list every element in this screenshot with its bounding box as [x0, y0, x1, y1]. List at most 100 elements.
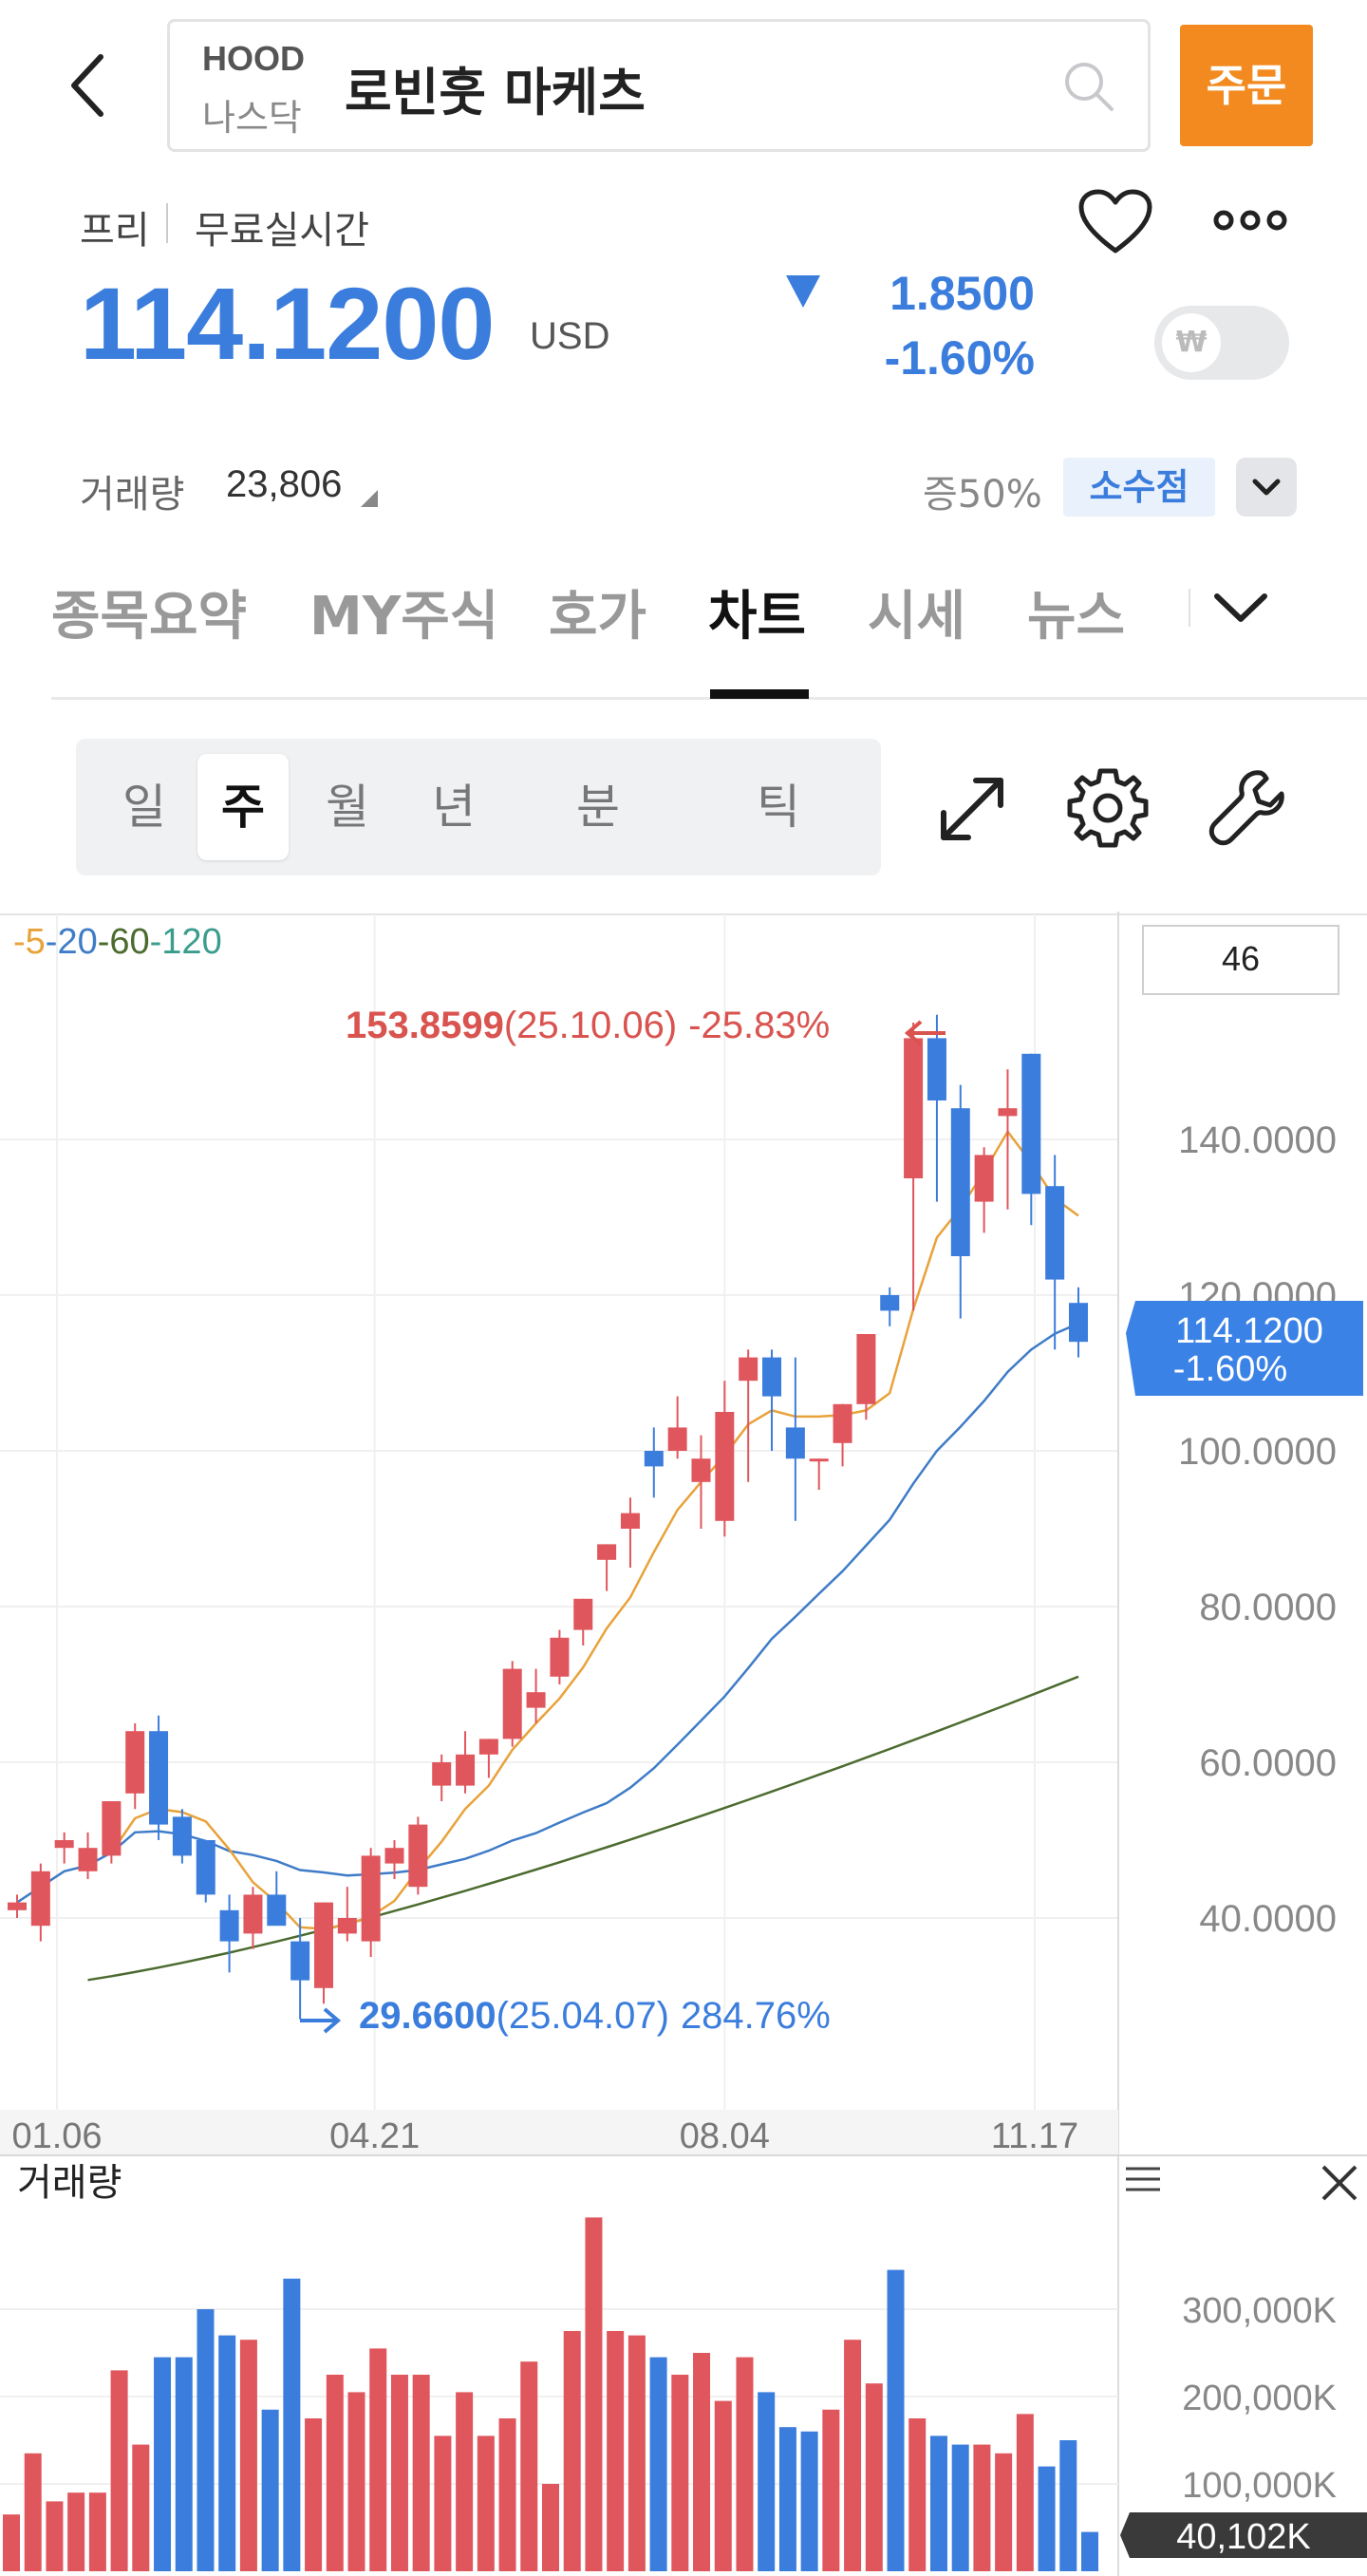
volume-bar	[758, 2392, 776, 2571]
gear-icon[interactable]	[1065, 765, 1151, 851]
volume-bar	[3, 2514, 20, 2571]
candle	[384, 1840, 404, 1879]
tab-news[interactable]: 뉴스	[1027, 586, 1126, 648]
volume-bar	[261, 2409, 279, 2571]
candle	[54, 1832, 74, 1864]
chevron-down-icon	[1252, 479, 1281, 496]
volume-bar	[305, 2418, 323, 2571]
candle	[456, 1731, 476, 1794]
heart-icon[interactable]	[1077, 188, 1153, 256]
candle	[950, 1084, 970, 1319]
current-price: 114.1200	[80, 266, 495, 381]
volume-tick-label: 100,000K	[1182, 2466, 1337, 2506]
volume-bars	[3, 2217, 1098, 2571]
date-tick-label: 04.21	[329, 2116, 420, 2156]
menu-icon[interactable]	[1126, 2167, 1160, 2191]
chevron-down-icon[interactable]	[1208, 579, 1274, 636]
free-badge: 프리	[80, 209, 150, 253]
expand-icon[interactable]	[930, 767, 1014, 851]
ma5-line	[110, 1129, 1079, 1930]
volume-bar	[693, 2353, 711, 2571]
currency-toggle[interactable]: ₩	[1154, 306, 1289, 380]
tab-quotes[interactable]: 시세	[868, 586, 966, 648]
price-tick-label: 140.0000	[1178, 1119, 1337, 1161]
period-tick[interactable]: 틱	[757, 780, 800, 835]
candle	[432, 1754, 452, 1801]
tab-my-stock[interactable]: MY주식	[309, 586, 499, 648]
period-year[interactable]: 년	[432, 780, 476, 835]
volume-bar	[46, 2501, 64, 2571]
period-month[interactable]: 월	[326, 780, 369, 835]
candlesticks	[8, 1014, 1088, 2020]
expand-quote-button[interactable]	[1236, 458, 1297, 517]
chart-grid	[0, 914, 1118, 2110]
volume-bar	[951, 2444, 969, 2571]
order-button[interactable]: 주문	[1180, 25, 1313, 146]
volume-bar	[412, 2375, 430, 2571]
candle	[243, 1887, 263, 1949]
period-day[interactable]: 일	[122, 780, 166, 835]
tab-summary[interactable]: 종목요약	[51, 586, 248, 648]
tab-divider	[1189, 589, 1190, 627]
volume-bar	[865, 2383, 883, 2571]
volume-bar	[585, 2217, 603, 2571]
volume-bar	[369, 2348, 387, 2571]
period-week[interactable]: 주	[197, 754, 289, 860]
candle	[550, 1629, 570, 1684]
volume-bar	[24, 2453, 42, 2571]
volume-value: 23,806	[226, 463, 343, 505]
tab-orderbook[interactable]: 호가	[549, 586, 647, 648]
search-box[interactable]: HOOD 나스닥 로빈훗 마케츠	[167, 19, 1151, 152]
candle	[809, 1458, 829, 1490]
ma-legend[interactable]: -5-20-60-120	[13, 922, 222, 962]
candle	[526, 1668, 546, 1723]
candle	[573, 1598, 593, 1645]
volume-bar	[1081, 2531, 1098, 2571]
currency-label: USD	[530, 315, 610, 357]
volume-bar	[197, 2309, 215, 2571]
close-icon[interactable]	[1321, 2165, 1358, 2201]
volume-bar	[88, 2492, 106, 2571]
margin-rate: 증50%	[923, 473, 1042, 517]
wrench-icon[interactable]	[1204, 765, 1289, 851]
ma20-line	[16, 1322, 1079, 1904]
candle	[856, 1334, 876, 1420]
visible-count-box[interactable]	[1142, 925, 1339, 995]
search-icon[interactable]	[1058, 56, 1119, 117]
volume-bar	[390, 2375, 408, 2571]
volume-bar	[239, 2340, 257, 2571]
volume-bar	[736, 2357, 754, 2571]
stock-chart[interactable]: -5-20-60-120 46 140.0000120.0000100.0000…	[0, 912, 1367, 2576]
volume-bar	[132, 2444, 150, 2571]
volume-bar	[887, 2269, 905, 2571]
volume-bar	[778, 2427, 796, 2571]
date-axis: 01.06 04.21 08.04 11.17	[11, 2116, 1078, 2156]
exchange-label: 나스닥	[202, 97, 302, 139]
high-annotation: 153.8599(25.10.06) -25.83%	[346, 1005, 830, 1046]
date-tick-label: 01.06	[11, 2116, 102, 2156]
volume-indicator-icon	[361, 490, 378, 507]
price-tick-label: 80.0000	[1199, 1587, 1337, 1628]
price-tick-label: 100.0000	[1178, 1431, 1337, 1473]
volume-bar	[326, 2375, 344, 2571]
volume-bar	[844, 2340, 862, 2571]
high-date: (25.10.06)	[504, 1005, 677, 1046]
back-button[interactable]	[57, 38, 123, 133]
period-minute[interactable]: 분	[576, 780, 620, 835]
candle	[1021, 1053, 1041, 1226]
price-change: 1.8500	[889, 267, 1035, 320]
candle	[974, 1147, 994, 1233]
tab-chart[interactable]: 차트	[708, 586, 807, 648]
date-tick-label: 08.04	[680, 2116, 770, 2156]
candle	[904, 1023, 924, 1311]
more-icon[interactable]	[1213, 204, 1287, 236]
decimal-button[interactable]: 소수점	[1063, 458, 1215, 517]
candle	[290, 1918, 310, 2020]
candle	[691, 1435, 711, 1529]
candle	[597, 1544, 617, 1591]
candle	[478, 1739, 498, 1778]
low-annotation: 29.6600(25.04.07) 284.76%	[359, 1995, 831, 2037]
candle	[880, 1287, 900, 1326]
candle	[927, 1014, 946, 1202]
volume-bar	[995, 2453, 1013, 2571]
